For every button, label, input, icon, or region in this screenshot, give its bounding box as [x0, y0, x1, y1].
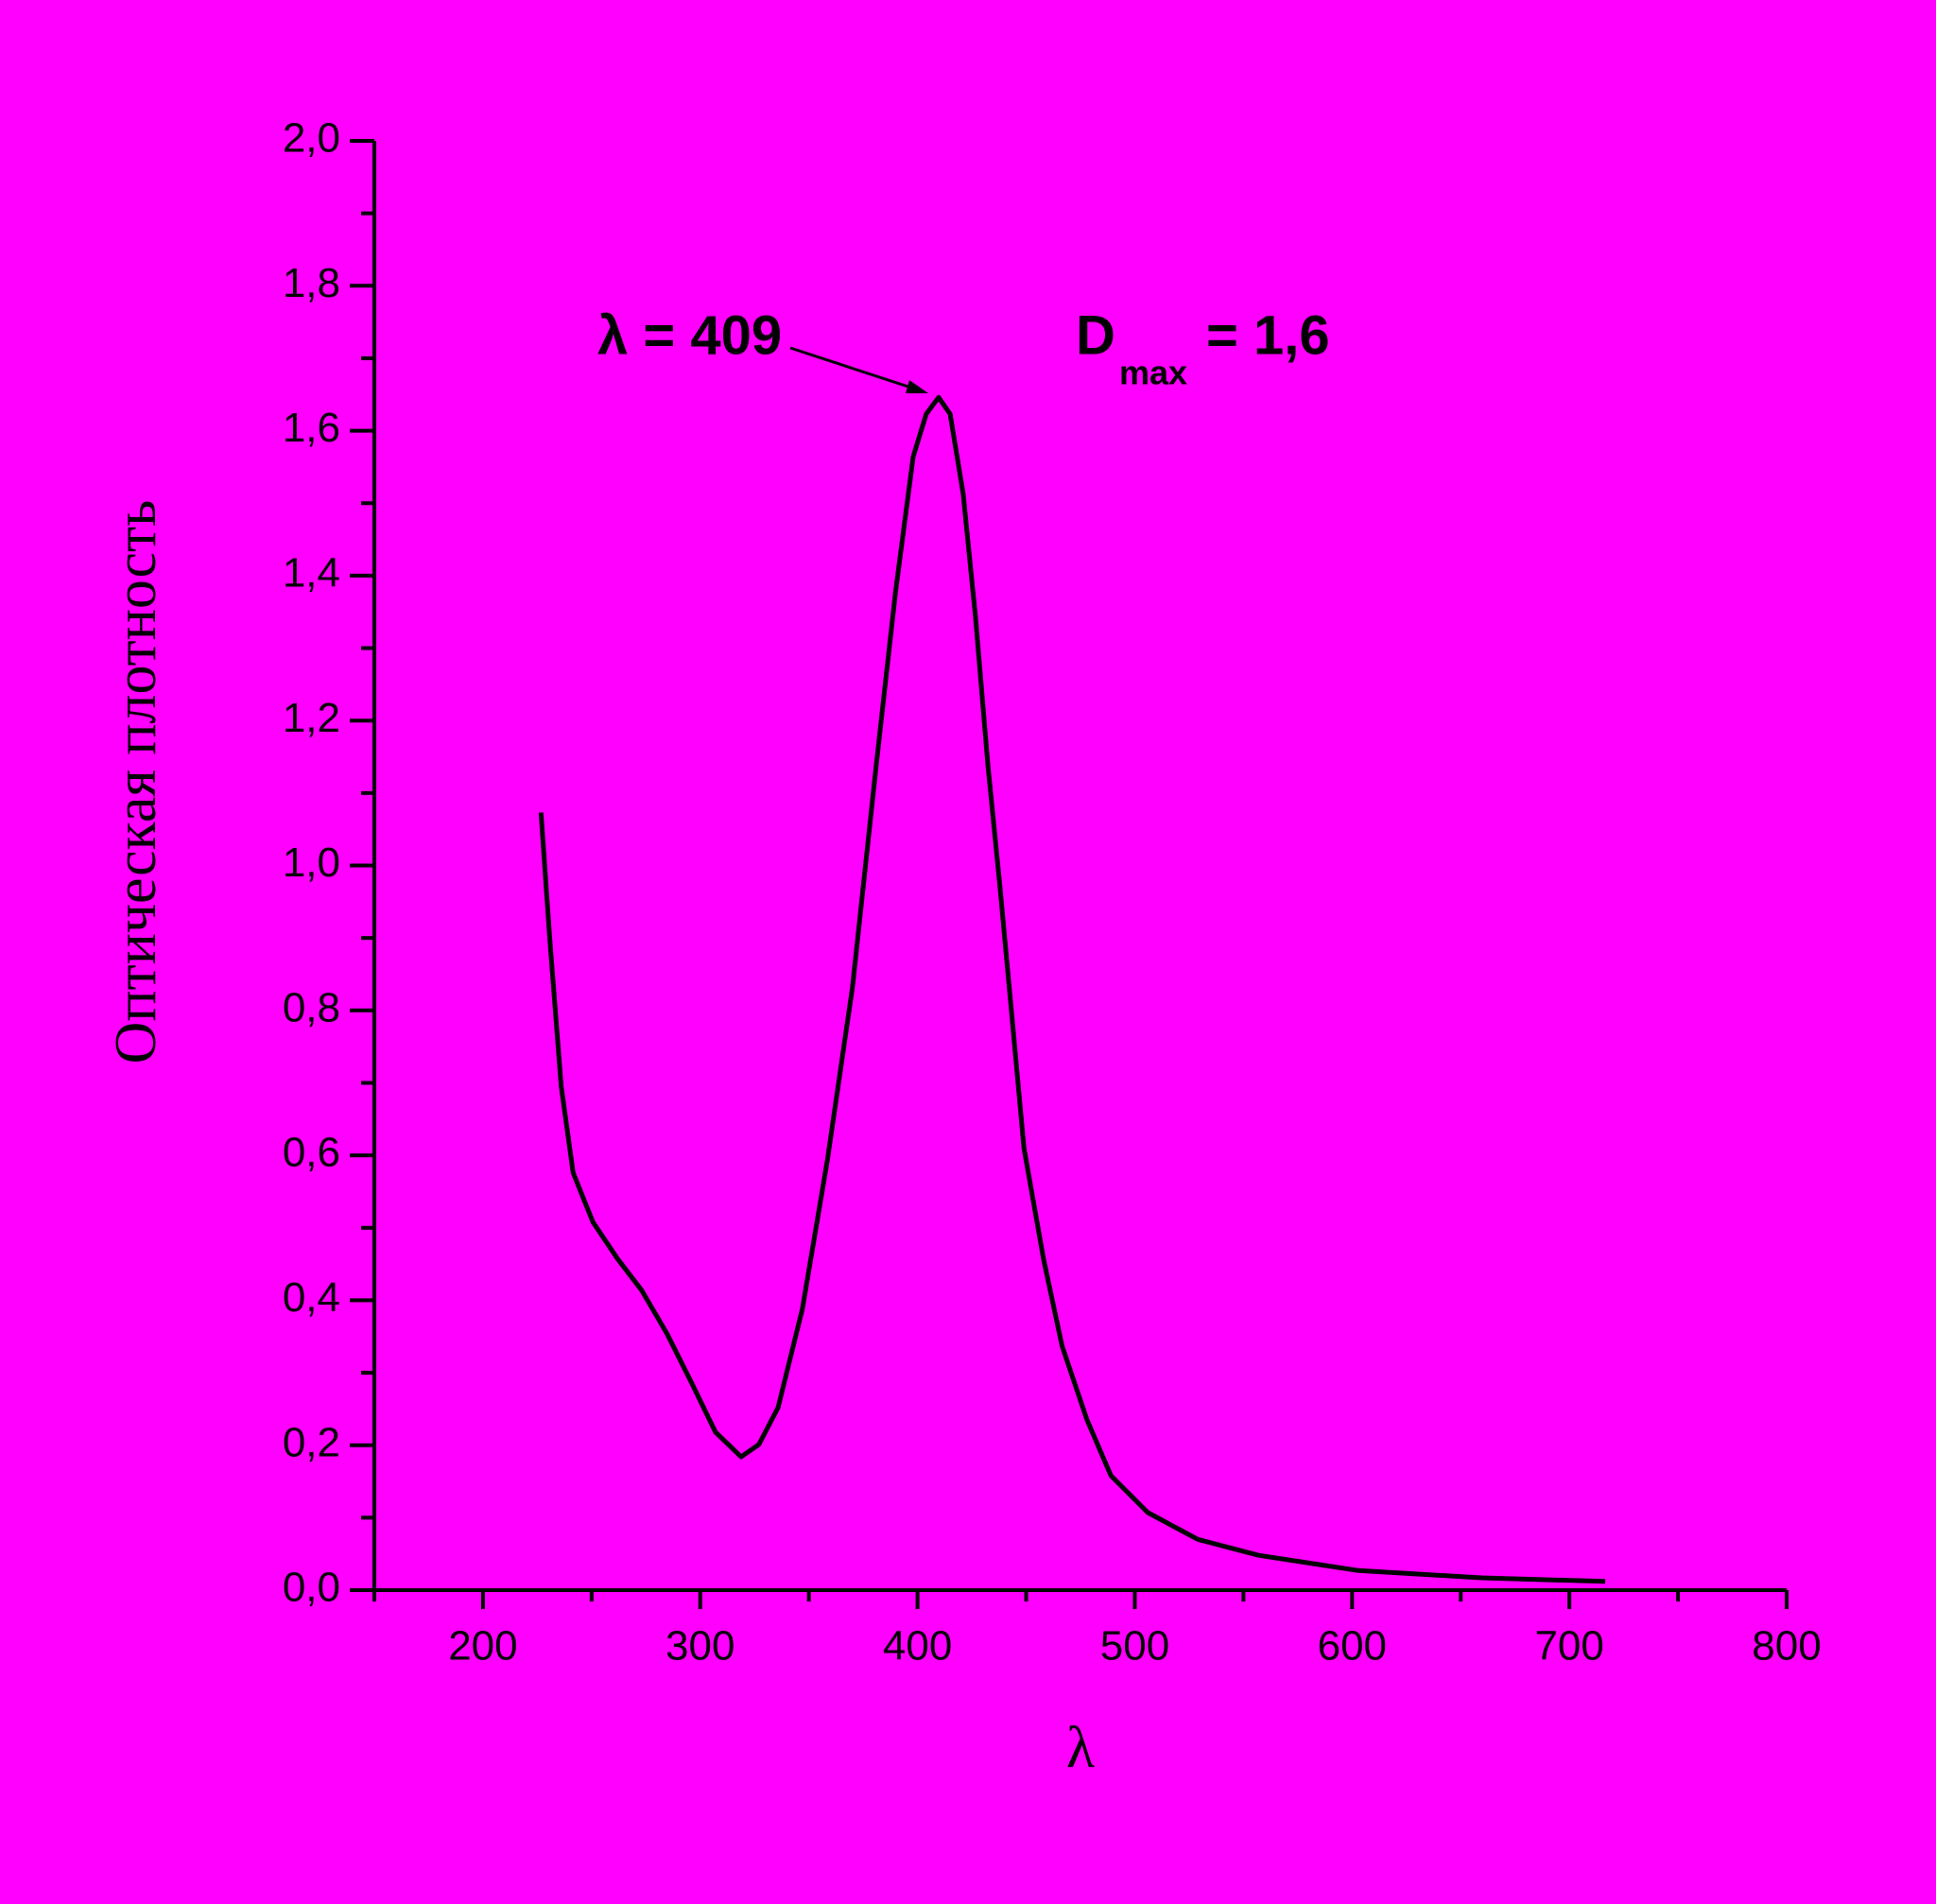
x-tick-label: 700 [1534, 1623, 1603, 1670]
x-tick-label: 400 [883, 1623, 952, 1670]
y-tick-label: 1,4 [283, 550, 340, 597]
y-tick-label: 2,0 [283, 115, 340, 162]
x-tick-label: 500 [1100, 1623, 1169, 1670]
arrow-head [906, 380, 928, 393]
x-tick-label: 600 [1318, 1623, 1387, 1670]
x-tick-label: 300 [666, 1623, 735, 1670]
y-axis-label: Оптическая плотность [104, 500, 168, 1065]
annotation: D [1076, 304, 1115, 366]
x-tick-label: 200 [448, 1623, 517, 1670]
annotation-arrow [789, 346, 918, 391]
annotation: λ = 409 [597, 304, 782, 366]
y-tick-label: 1,0 [283, 839, 340, 886]
annotation-subscript: max [1119, 354, 1187, 392]
y-tick-label: 1,2 [283, 695, 340, 741]
x-axis-label: λ [1066, 1716, 1095, 1780]
y-tick-label: 0,0 [283, 1565, 340, 1611]
y-tick-label: 1,6 [283, 405, 340, 451]
y-tick-label: 0,4 [283, 1274, 340, 1321]
annotation: = 1,6 [1206, 304, 1330, 366]
y-tick-label: 0,6 [283, 1130, 340, 1176]
y-tick-label: 0,2 [283, 1419, 340, 1465]
x-tick-label: 800 [1752, 1623, 1821, 1670]
y-tick-label: 1,8 [283, 260, 340, 306]
data-line [538, 394, 1606, 1584]
y-tick-label: 0,8 [283, 984, 340, 1030]
